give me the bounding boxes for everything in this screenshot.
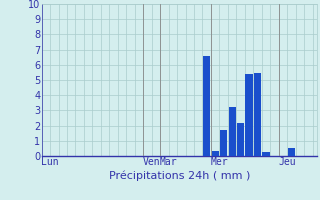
Bar: [254, 73, 261, 156]
Bar: [212, 151, 219, 156]
Bar: [228, 107, 236, 156]
X-axis label: Précipitations 24h ( mm ): Précipitations 24h ( mm ): [108, 170, 250, 181]
Bar: [237, 123, 244, 156]
Bar: [220, 130, 227, 156]
Bar: [203, 56, 210, 156]
Bar: [262, 152, 269, 156]
Bar: [288, 148, 295, 156]
Bar: [245, 74, 253, 156]
